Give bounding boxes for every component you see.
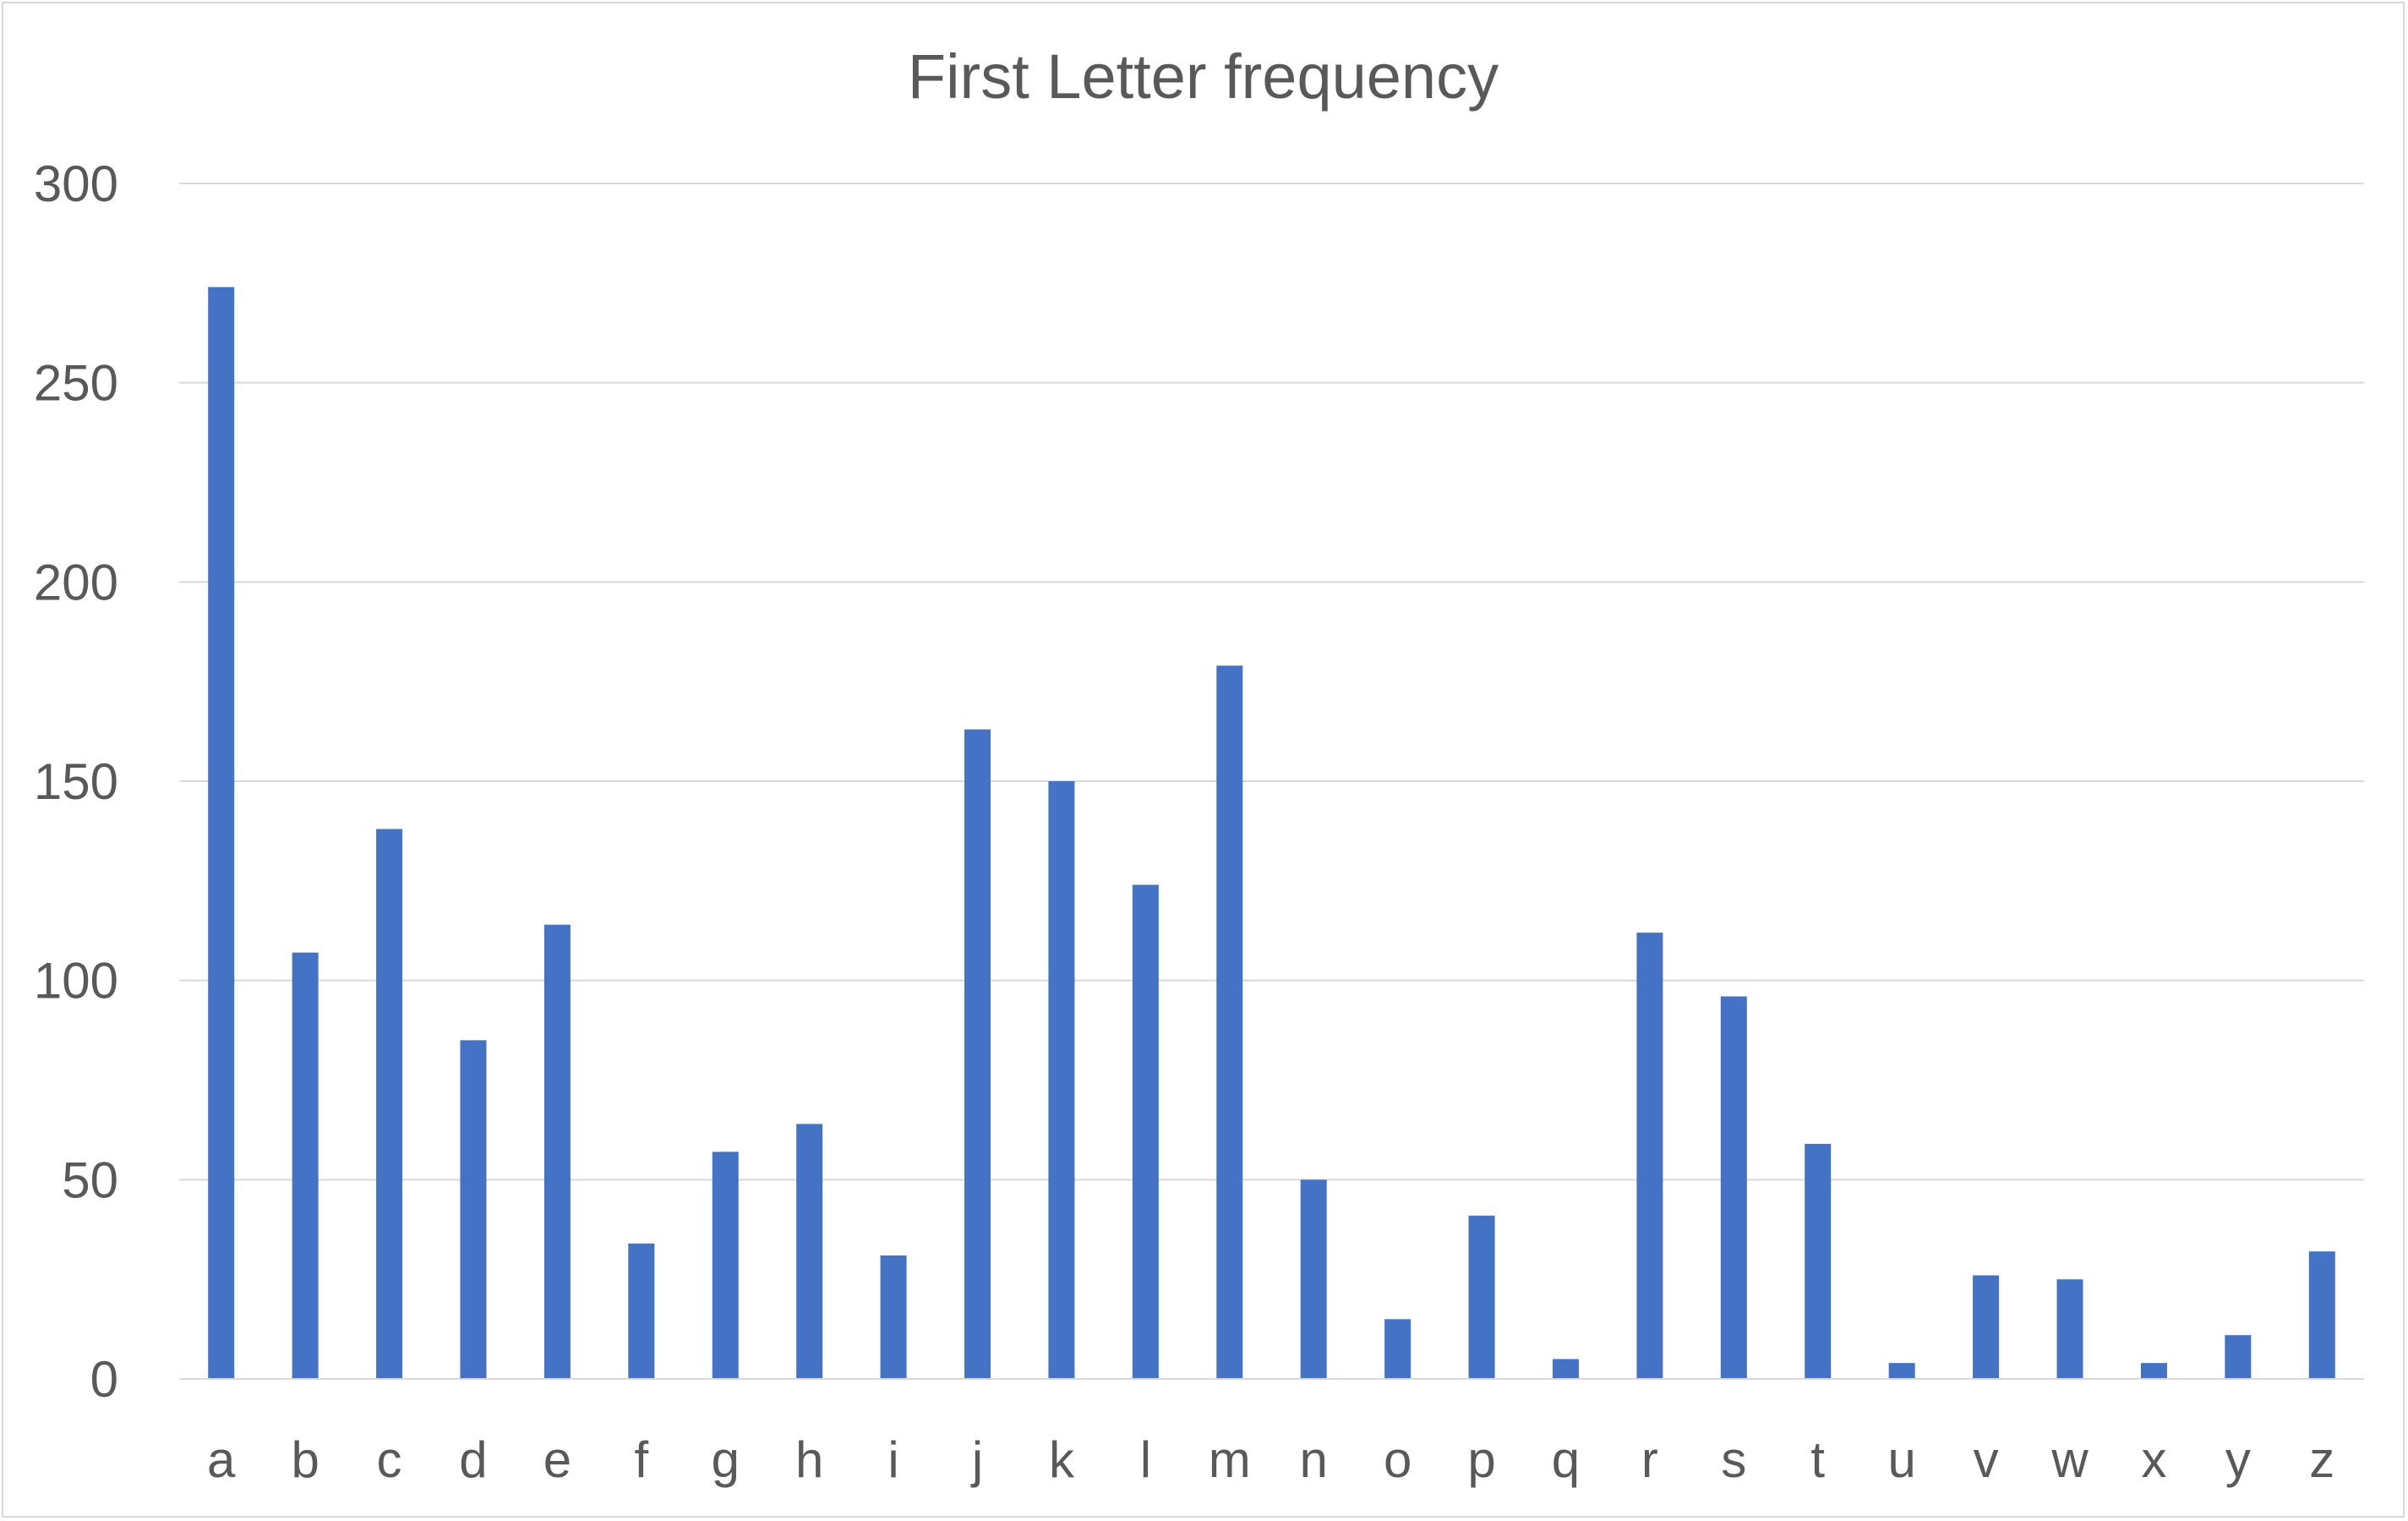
y-tick-label: 0 bbox=[90, 1351, 118, 1408]
bar-o bbox=[1384, 1319, 1411, 1379]
bar-a bbox=[208, 287, 235, 1380]
y-axis-ticks: 0 50 100 150 200 250 300 bbox=[34, 156, 118, 1408]
bar-x bbox=[2140, 1363, 2167, 1379]
x-tick-label: y bbox=[2225, 1431, 2251, 1488]
y-tick-label: 50 bbox=[62, 1152, 118, 1208]
x-tick-label: t bbox=[1810, 1431, 1825, 1488]
bar-i bbox=[880, 1255, 907, 1379]
bar-t bbox=[1805, 1143, 1832, 1379]
gridlines bbox=[179, 183, 2364, 1181]
x-tick-label: m bbox=[1209, 1431, 1251, 1488]
x-tick-label: i bbox=[887, 1431, 898, 1488]
bar-k bbox=[1048, 781, 1075, 1379]
chart-title: First Letter frequency bbox=[907, 41, 1499, 112]
x-tick-label: j bbox=[970, 1431, 983, 1488]
x-tick-label: a bbox=[207, 1431, 236, 1488]
x-tick-label: u bbox=[1887, 1431, 1915, 1488]
bar-w bbox=[2056, 1279, 2083, 1379]
x-tick-label: h bbox=[795, 1431, 823, 1488]
bar-v bbox=[1973, 1275, 2000, 1379]
bar-r bbox=[1636, 933, 1663, 1379]
x-tick-label: x bbox=[2141, 1431, 2166, 1488]
bar-g bbox=[712, 1152, 739, 1379]
y-tick-label: 150 bbox=[34, 753, 118, 810]
bar-b bbox=[292, 952, 319, 1379]
x-tick-label: e bbox=[543, 1431, 571, 1488]
bar-d bbox=[460, 1040, 487, 1379]
x-tick-label: o bbox=[1384, 1431, 1411, 1488]
x-tick-label: c bbox=[377, 1431, 402, 1488]
bar-y bbox=[2225, 1335, 2252, 1379]
x-tick-label: b bbox=[291, 1431, 319, 1488]
x-tick-label: g bbox=[712, 1431, 740, 1488]
x-tick-label: f bbox=[634, 1431, 648, 1488]
x-tick-label: v bbox=[1974, 1431, 1999, 1488]
x-tick-label: l bbox=[1140, 1431, 1151, 1488]
x-tick-label: d bbox=[459, 1431, 487, 1488]
y-tick-label: 250 bbox=[34, 355, 118, 412]
y-tick-label: 200 bbox=[34, 554, 118, 610]
x-tick-label: n bbox=[1300, 1431, 1328, 1488]
bar-c bbox=[376, 829, 403, 1379]
bar-f bbox=[628, 1243, 655, 1379]
x-tick-label: z bbox=[2309, 1431, 2334, 1488]
x-tick-label: q bbox=[1552, 1431, 1580, 1488]
bar-q bbox=[1552, 1359, 1579, 1379]
x-tick-label: p bbox=[1467, 1431, 1495, 1488]
bar-n bbox=[1300, 1179, 1327, 1379]
bar-h bbox=[796, 1124, 823, 1379]
x-tick-label: k bbox=[1049, 1431, 1075, 1488]
bar-e bbox=[543, 924, 571, 1379]
bar-l bbox=[1132, 884, 1159, 1379]
bar-m bbox=[1216, 665, 1243, 1379]
bar-j bbox=[964, 729, 991, 1379]
bars bbox=[208, 287, 2335, 1380]
x-tick-label: s bbox=[1721, 1431, 1746, 1488]
x-tick-label: r bbox=[1641, 1431, 1658, 1488]
bar-s bbox=[1720, 996, 1747, 1379]
bar-z bbox=[2308, 1251, 2335, 1379]
bar-u bbox=[1888, 1363, 1915, 1379]
x-tick-label: w bbox=[2050, 1431, 2089, 1488]
bar-p bbox=[1468, 1215, 1495, 1379]
y-tick-label: 300 bbox=[34, 156, 118, 212]
y-tick-label: 100 bbox=[34, 953, 118, 1009]
